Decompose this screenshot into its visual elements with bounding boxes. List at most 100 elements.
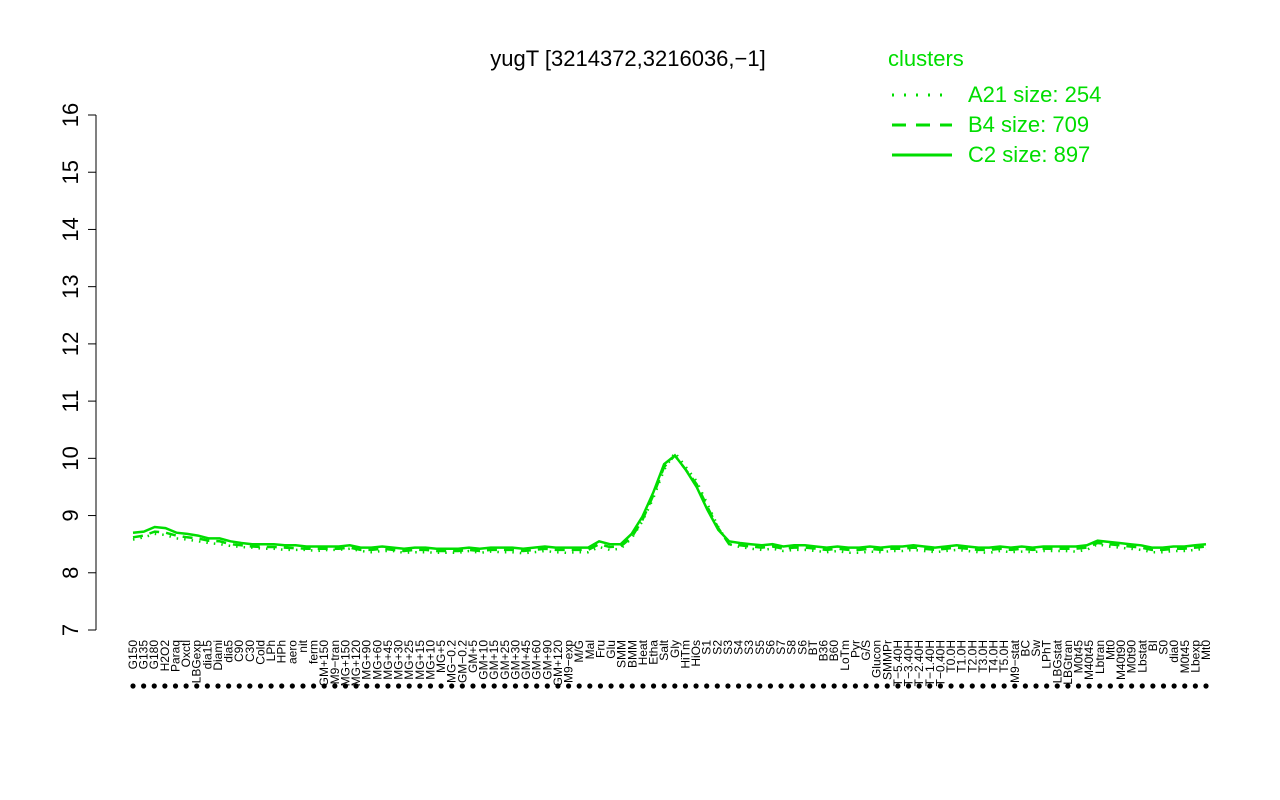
x-tick-mark [990, 683, 997, 689]
x-tick-mark [364, 683, 370, 689]
x-tick-mark [449, 683, 455, 689]
x-axis-labels: G150G135G180H2O2ParaqOxctlLBGexpdia15Dia… [126, 639, 1213, 686]
x-tick-label: M9−tran [328, 640, 342, 684]
x-tick-label: BT [806, 639, 820, 655]
x-tick-label: MG+90 [360, 640, 374, 680]
x-tick-label: Gly [668, 640, 682, 658]
x-tick-label: Lbstat [1135, 639, 1149, 672]
x-tick-mark [980, 683, 986, 689]
x-tick-mark [1075, 683, 1082, 689]
x-tick-mark [321, 683, 327, 689]
x-tick-mark [268, 683, 274, 689]
x-tick-label: S6 [795, 640, 809, 655]
x-tick-label: T−3.40H [902, 640, 916, 686]
y-tick-label: 11 [58, 390, 83, 413]
x-tick-label: T5.0H [997, 640, 1011, 673]
x-tick-mark [1022, 683, 1028, 689]
x-tick-label: GM+10 [477, 640, 491, 680]
x-tick-label: M0t45 [1178, 640, 1192, 674]
y-tick-label: 8 [58, 567, 83, 579]
x-tick-mark [576, 683, 582, 689]
x-tick-label: M40t90 [1114, 640, 1128, 680]
x-tick-mark [693, 683, 699, 689]
x-tick-mark [789, 683, 795, 689]
x-tick-mark [353, 683, 359, 689]
x-tick-label: LBGexp [190, 640, 204, 684]
x-tick-label: T4.0H [987, 640, 1001, 673]
x-tick-mark [1139, 683, 1145, 689]
x-tick-label: S6 [763, 640, 777, 655]
legend-label-a21: A21 size: 254 [968, 82, 1101, 107]
x-tick-mark [1129, 683, 1135, 689]
x-tick-mark [395, 683, 402, 689]
x-tick-label: GM−0.2 [455, 640, 469, 683]
x-tick-mark [1001, 683, 1007, 689]
x-tick-mark [927, 683, 933, 689]
x-tick-mark [608, 683, 614, 689]
x-tick-mark [597, 683, 604, 689]
y-tick-label: 16 [58, 103, 83, 127]
x-tick-label: T0.0H [944, 640, 958, 673]
x-tick-mark [916, 683, 922, 689]
x-tick-label: MG+15 [413, 640, 427, 680]
x-tick-label: C30 [243, 640, 257, 662]
x-tick-label: HiTm [678, 640, 692, 669]
x-tick-mark [374, 683, 380, 689]
x-tick-label: LBGstat [1050, 639, 1064, 683]
x-tick-label: H2O2 [158, 640, 172, 672]
x-tick-label: GM+45 [519, 640, 533, 680]
x-tick-label: T3.0H [976, 640, 990, 673]
y-axis-ticks: 7 8 9 10 11 12 13 14 15 16 [58, 103, 96, 636]
x-tick-mark [746, 683, 752, 689]
x-tick-mark [704, 683, 710, 689]
x-tick-label: T−1.40H [923, 640, 937, 686]
x-tick-label: MG+5 [434, 640, 448, 673]
x-tick-label: Sw [1029, 640, 1043, 657]
x-tick-mark [735, 683, 742, 689]
x-tick-mark [937, 683, 944, 689]
x-tick-mark [1086, 683, 1092, 689]
x-tick-mark [661, 683, 667, 689]
x-tick-label: Salt [657, 639, 671, 660]
x-tick-mark [523, 683, 529, 689]
x-tick-mark [555, 683, 561, 689]
x-tick-mark [470, 683, 476, 689]
x-tick-mark [491, 683, 497, 689]
legend-title: clusters [888, 46, 964, 71]
x-tick-mark [587, 683, 593, 689]
x-tick-mark [905, 683, 912, 689]
x-tick-label: LBGtran [1061, 640, 1075, 685]
x-tick-label: MG+10 [424, 640, 438, 680]
x-tick-mark [385, 683, 391, 689]
legend-label-c2: C2 size: 897 [968, 142, 1090, 167]
x-tick-label: S3 [721, 640, 735, 655]
x-tick-mark [895, 683, 901, 689]
x-tick-mark [1150, 683, 1156, 689]
cluster-line-b4 [132, 453, 1207, 553]
x-tick-mark [480, 683, 487, 689]
x-tick-label: BC [1018, 640, 1032, 657]
x-tick-label: LPh [264, 640, 278, 661]
x-tick-mark [204, 683, 210, 689]
x-tick-label: T−0.40H [933, 640, 947, 686]
cluster-line-a21 [132, 450, 1207, 555]
x-tick-label: M0t45 [1072, 640, 1086, 674]
x-tick-label: S3 [742, 640, 756, 655]
x-tick-mark [650, 683, 657, 689]
x-tick-label: S0 [1157, 640, 1171, 655]
x-tick-mark [1182, 683, 1188, 689]
x-tick-label: MG+45 [381, 640, 395, 680]
x-tick-mark [406, 683, 412, 689]
x-tick-label: S4 [732, 640, 746, 655]
x-tick-mark [141, 683, 147, 689]
x-tick-mark [1107, 683, 1113, 689]
x-tick-mark [1097, 683, 1103, 689]
x-tick-mark [279, 683, 285, 689]
x-tick-mark [640, 683, 646, 689]
x-tick-label: S8 [785, 640, 799, 655]
x-tick-label: M9−exp [562, 640, 576, 683]
x-tick-mark [1203, 683, 1209, 689]
x-tick-mark [714, 683, 720, 689]
x-tick-label: Heat [636, 639, 650, 665]
